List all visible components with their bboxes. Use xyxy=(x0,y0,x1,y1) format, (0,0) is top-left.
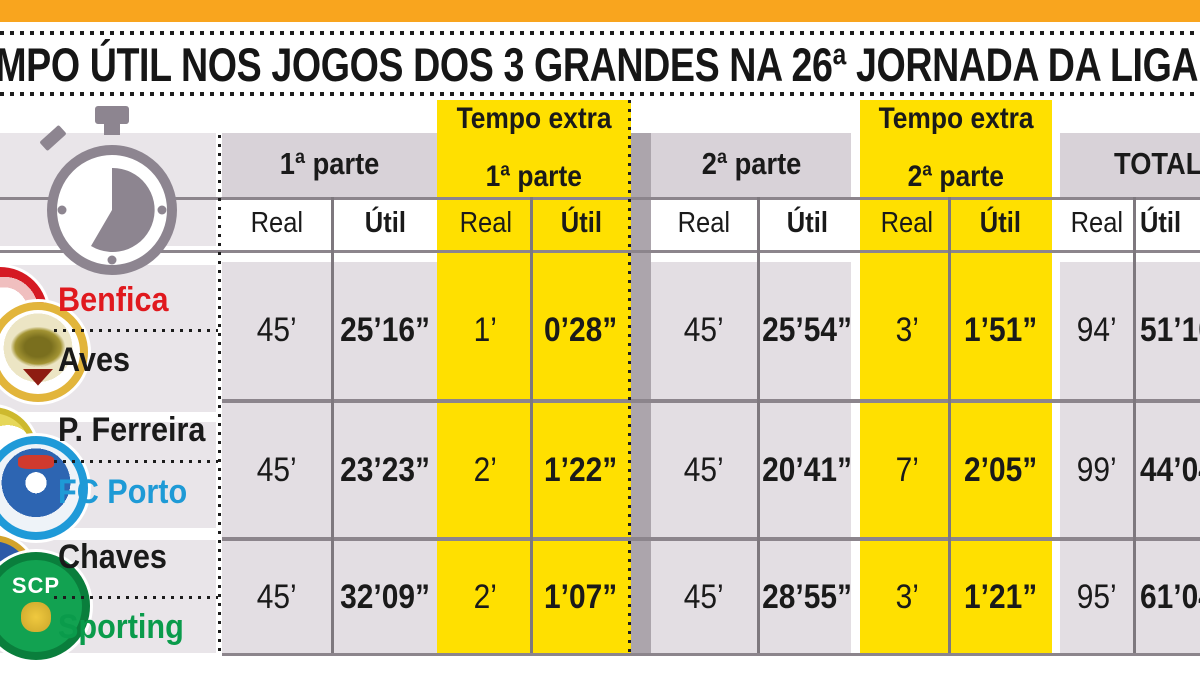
row1-e2-real: 3’ xyxy=(895,311,919,349)
col-group-2a-parte: 2ª parte xyxy=(648,133,855,195)
subheader-rule xyxy=(0,250,1200,253)
tempo-extra-2-line2: 2ª parte xyxy=(907,160,1005,193)
dotted-divider-top xyxy=(0,31,1200,35)
col-group-2a-parte-label: 2ª parte xyxy=(701,146,802,181)
aves-crest-icon xyxy=(0,302,88,402)
col-group-1a-parte-label: 1ª parte xyxy=(279,146,380,181)
subheader-e1-real: Real xyxy=(459,206,512,239)
tempo-extra-1-line1: Tempo extra xyxy=(456,102,612,135)
subheader-total-real: Real xyxy=(1070,206,1123,239)
tempo-extra-band-1 xyxy=(437,100,631,653)
row2-team-divider xyxy=(54,460,218,463)
col-group-total: TOTAL xyxy=(1058,133,1200,195)
tempo-extra-2-line1: Tempo extra xyxy=(878,102,1034,135)
subheader-p1-util: Útil xyxy=(364,206,407,239)
row3-total-real: 95’ xyxy=(1076,577,1117,616)
subheader-p1-real: Real xyxy=(250,206,303,239)
row2-team2-label: FC Porto xyxy=(58,473,188,511)
row1-p1-util: 25’16” xyxy=(340,311,431,349)
col-group-tempo-extra-1: Tempo extra 1ª parte xyxy=(437,102,631,194)
subheader-e2-real: Real xyxy=(880,206,934,239)
row3-e2-util: 1’21” xyxy=(963,577,1038,616)
row2-team1-label: P. Ferreira xyxy=(58,411,206,449)
row3-team2-label: Sporting xyxy=(58,608,184,646)
subheader-e1-util: Útil xyxy=(560,206,602,239)
page-title-text: TEMPO ÚTIL NOS JOGOS DOS 3 GRANDES NA 26… xyxy=(0,38,1199,91)
row2-e1-real: 2’ xyxy=(473,450,498,489)
row2-total-real: 99’ xyxy=(1076,450,1117,489)
subheader-p2-real: Real xyxy=(677,206,731,239)
dotted-divider-bottom xyxy=(0,92,1200,96)
row2-p2-real: 45’ xyxy=(684,450,724,489)
group-gap-2 xyxy=(1052,133,1060,653)
dotted-col-divider-left xyxy=(218,135,221,653)
col-line-p2 xyxy=(757,197,760,653)
stopwatch-icon xyxy=(40,106,177,275)
row1-e1-real: 1’ xyxy=(473,311,498,349)
aves-ribbon-shape xyxy=(22,368,54,386)
dotted-col-divider-mid xyxy=(628,100,631,653)
group-gap-1 xyxy=(851,133,860,653)
row1-e1-util: 0’28” xyxy=(544,311,618,349)
row1-total-util: 51’10” xyxy=(1140,311,1200,349)
row1-team1-label: Benfica xyxy=(58,281,169,319)
row1-p1-real: 45’ xyxy=(256,311,297,349)
row3-p1-util: 32’09” xyxy=(340,577,431,616)
sporting-crest-text: SCP xyxy=(11,572,61,598)
group-divider-strip xyxy=(631,133,651,653)
row1-p2-real: 45’ xyxy=(684,311,724,349)
row2-p2-util: 20’41” xyxy=(762,450,853,489)
row2-p1-util: 23’23” xyxy=(340,450,431,489)
sporting-crest-icon: SCP xyxy=(0,552,90,660)
row3-p2-util: 28’55” xyxy=(762,577,853,616)
col-line-total xyxy=(1133,197,1136,653)
tempo-extra-1-line2: 1ª parte xyxy=(485,160,583,193)
row3-e1-real: 2’ xyxy=(473,577,498,616)
col-group-tempo-extra-2: Tempo extra 2ª parte xyxy=(860,102,1052,194)
row1-total-real: 94’ xyxy=(1076,311,1117,349)
col-line-p1 xyxy=(331,197,334,653)
row3-total-util: 61’04” xyxy=(1140,577,1200,616)
tempo-extra-band-2 xyxy=(860,100,1052,653)
row2-e1-util: 1’22” xyxy=(544,450,618,489)
row2-e2-util: 2’05” xyxy=(963,450,1038,489)
subheader-total-util: Útil xyxy=(1140,206,1182,239)
row1-team2-label: Aves xyxy=(58,341,131,379)
row-divider-2 xyxy=(222,537,1200,541)
header-rule xyxy=(0,197,1200,200)
row2-p1-real: 45’ xyxy=(256,450,297,489)
row3-team-divider xyxy=(54,596,218,599)
row3-p1-real: 45’ xyxy=(256,577,297,616)
col-group-total-label: TOTAL xyxy=(1113,146,1200,181)
row1-team-divider xyxy=(54,329,218,332)
page-title: TEMPO ÚTIL NOS JOGOS DOS 3 GRANDES NA 26… xyxy=(0,36,1200,94)
row1-e2-util: 1’51” xyxy=(963,311,1038,349)
row2-e2-real: 7’ xyxy=(895,450,919,489)
row3-e2-real: 3’ xyxy=(895,577,919,616)
top-accent-bar xyxy=(0,0,1200,22)
col-line-e1 xyxy=(530,197,533,653)
col-group-1a-parte: 1ª parte xyxy=(222,133,437,195)
row2-total-util: 44’04” xyxy=(1140,450,1200,489)
subheader-e2-util: Útil xyxy=(979,206,1022,239)
row-divider-1 xyxy=(222,399,1200,403)
col-line-e2 xyxy=(948,197,951,653)
fc-porto-crest-icon xyxy=(0,436,88,540)
row3-e1-util: 1’07” xyxy=(544,577,618,616)
row3-team1-label: Chaves xyxy=(58,538,167,576)
subheader-p2-util: Útil xyxy=(786,206,829,239)
aves-eagle-shape xyxy=(11,326,65,368)
sporting-lion-shape xyxy=(21,602,51,632)
porto-shield-shape xyxy=(18,454,54,469)
row3-p2-real: 45’ xyxy=(684,577,724,616)
row1-p2-util: 25’54” xyxy=(762,311,853,349)
table-bottom-rule xyxy=(222,653,1200,656)
